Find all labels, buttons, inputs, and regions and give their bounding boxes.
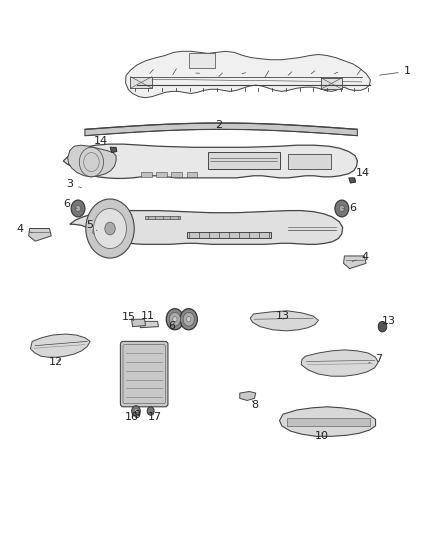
Polygon shape: [29, 229, 51, 241]
Text: 6: 6: [63, 199, 77, 209]
Polygon shape: [288, 154, 332, 169]
Circle shape: [94, 208, 127, 248]
Circle shape: [180, 309, 198, 330]
Polygon shape: [187, 172, 198, 177]
Circle shape: [75, 205, 81, 212]
Polygon shape: [131, 77, 152, 88]
Polygon shape: [139, 321, 159, 328]
Text: 17: 17: [148, 412, 162, 422]
Circle shape: [378, 321, 387, 332]
Text: 2: 2: [215, 120, 223, 130]
Text: 13: 13: [276, 311, 290, 321]
Circle shape: [335, 200, 349, 217]
Polygon shape: [287, 418, 371, 426]
Circle shape: [183, 312, 194, 326]
Text: 8: 8: [251, 400, 258, 410]
Text: 10: 10: [315, 431, 329, 441]
Circle shape: [173, 317, 177, 322]
Text: 11: 11: [141, 311, 155, 321]
Polygon shape: [126, 51, 371, 98]
Polygon shape: [145, 216, 180, 219]
Polygon shape: [70, 211, 343, 244]
Polygon shape: [110, 147, 117, 152]
Polygon shape: [85, 123, 357, 136]
Circle shape: [132, 406, 140, 416]
Text: 9: 9: [133, 410, 141, 420]
Circle shape: [169, 312, 180, 326]
Text: 3: 3: [66, 179, 81, 189]
Text: 5: 5: [87, 220, 97, 231]
Polygon shape: [156, 172, 167, 177]
Polygon shape: [279, 407, 375, 437]
Polygon shape: [187, 232, 271, 238]
Circle shape: [147, 407, 154, 415]
Circle shape: [71, 200, 85, 217]
Text: 6: 6: [343, 204, 357, 214]
Text: 15: 15: [122, 312, 136, 322]
Circle shape: [86, 199, 134, 258]
Polygon shape: [240, 392, 256, 400]
Polygon shape: [189, 53, 215, 68]
Circle shape: [339, 205, 344, 212]
Text: 16: 16: [125, 412, 139, 422]
Polygon shape: [301, 350, 378, 376]
Text: 4: 4: [17, 223, 32, 233]
Polygon shape: [67, 145, 116, 177]
Text: 1: 1: [380, 66, 410, 76]
Polygon shape: [31, 334, 90, 357]
Polygon shape: [64, 144, 357, 179]
Polygon shape: [93, 227, 107, 236]
Circle shape: [187, 317, 191, 322]
Circle shape: [105, 222, 115, 235]
Text: 4: 4: [352, 252, 369, 262]
Polygon shape: [343, 256, 366, 269]
Polygon shape: [141, 172, 152, 177]
Circle shape: [166, 309, 184, 330]
Polygon shape: [349, 178, 356, 183]
Text: 12: 12: [49, 358, 63, 367]
Polygon shape: [250, 311, 318, 331]
Text: 13: 13: [381, 317, 396, 326]
Polygon shape: [208, 152, 279, 169]
Circle shape: [134, 409, 138, 413]
FancyBboxPatch shape: [120, 342, 168, 407]
Text: 7: 7: [369, 354, 382, 364]
Polygon shape: [171, 172, 182, 177]
Text: 6: 6: [168, 320, 175, 330]
Text: 14: 14: [352, 167, 370, 178]
Text: 14: 14: [94, 136, 112, 147]
Polygon shape: [132, 319, 145, 327]
Polygon shape: [321, 78, 342, 90]
